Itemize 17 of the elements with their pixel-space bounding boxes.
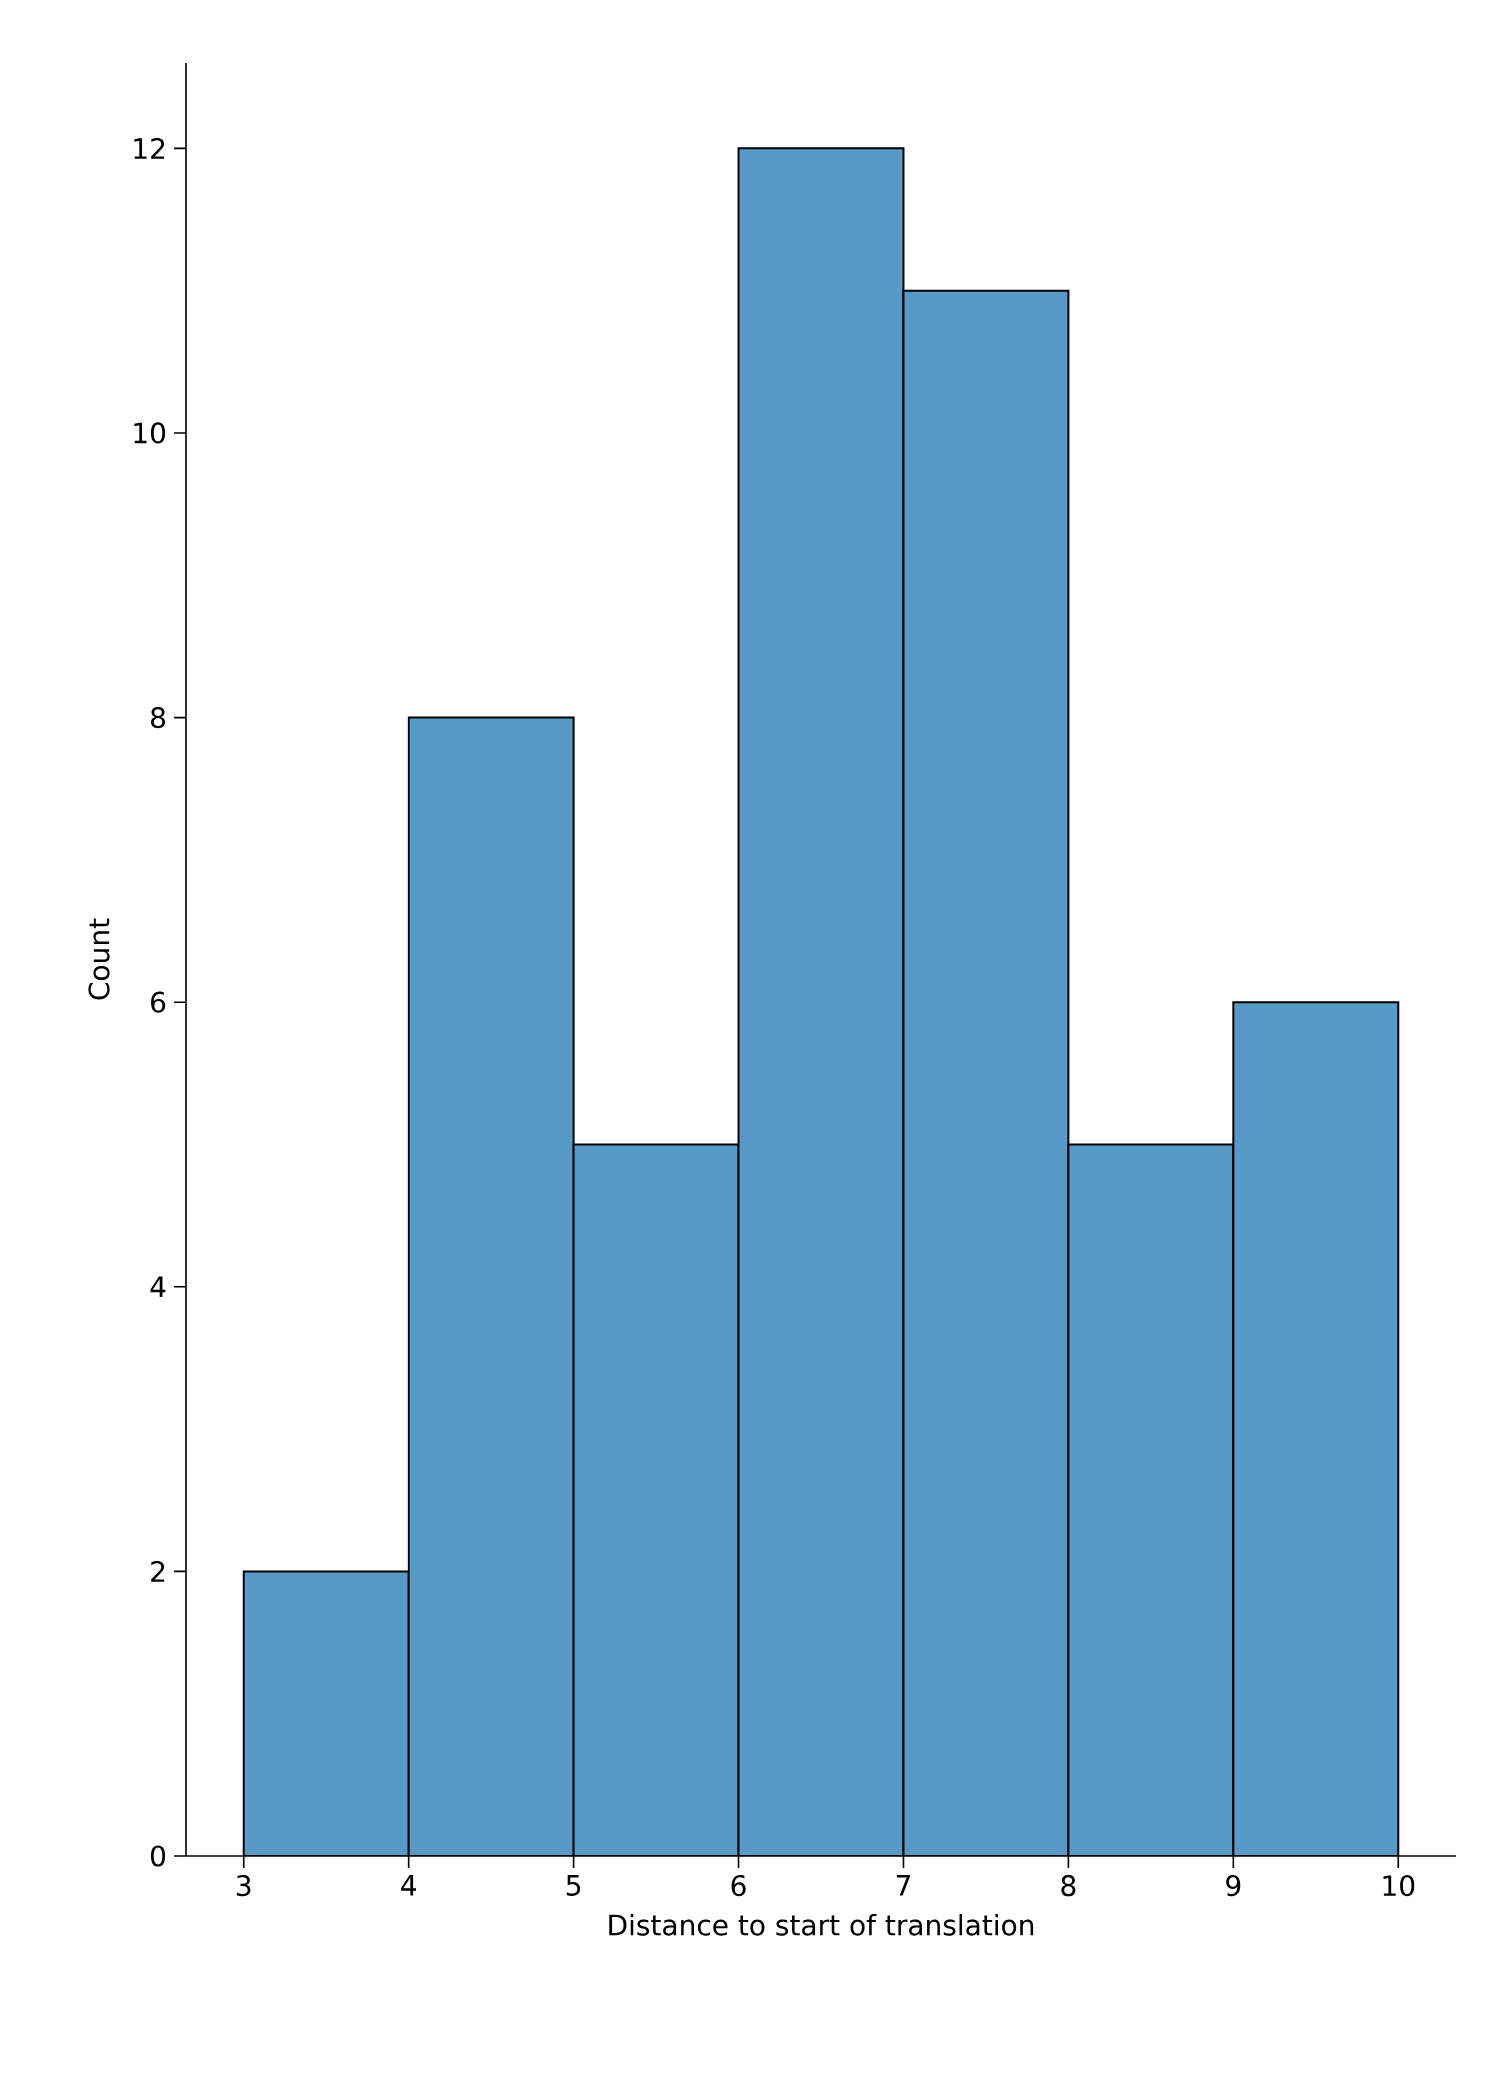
x-tick-label: 6 (731, 1875, 746, 1897)
x-tick-label: 5 (566, 1875, 581, 1896)
y-tick-label: 4 (150, 1276, 166, 1297)
x-tick-label: 8 (1061, 1875, 1076, 1897)
x-tick-label: 9 (1226, 1875, 1241, 1897)
x-tick-label: 3 (236, 1875, 251, 1897)
y-tick-label: 12 (134, 137, 165, 159)
x-tick-label: 10 (1383, 1875, 1415, 1897)
x-tick-label: 7 (896, 1875, 910, 1896)
y-axis-title: Count (88, 918, 110, 1000)
y-tick-label: 0 (150, 1845, 166, 1867)
x-tick-label: 4 (401, 1875, 416, 1896)
y-tick-label: 10 (134, 422, 166, 444)
y-tick-label: 8 (151, 706, 166, 729)
x-axis-title: Distance to start of translation (609, 1913, 1034, 1936)
y-tick-label: 6 (151, 991, 166, 1013)
y-tick-label: 2 (151, 1560, 165, 1582)
